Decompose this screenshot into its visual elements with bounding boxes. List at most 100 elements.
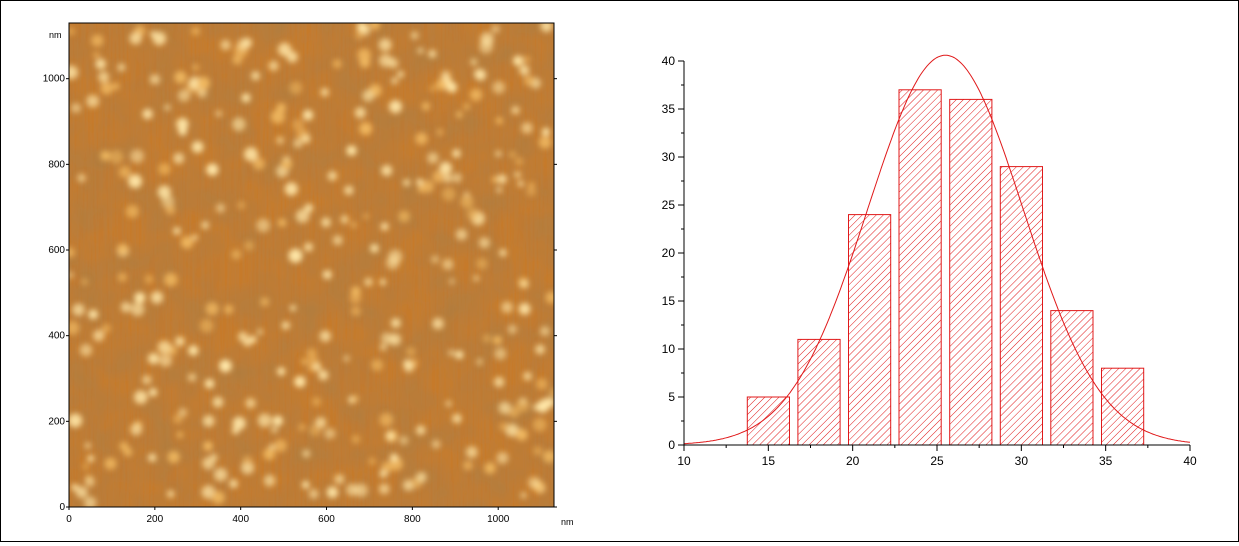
afm-particle xyxy=(130,149,145,164)
afm-particle xyxy=(499,249,507,257)
afm-particle xyxy=(292,118,305,131)
afm-particle xyxy=(539,398,552,411)
afm-particle xyxy=(543,450,554,463)
afm-particle xyxy=(379,279,386,286)
histogram-bar xyxy=(949,98,993,446)
afm-particle xyxy=(82,463,89,470)
afm-particle xyxy=(178,126,188,136)
afm-particle xyxy=(448,278,455,285)
afm-particle xyxy=(276,136,284,145)
afm-particle xyxy=(159,354,172,367)
afm-particle xyxy=(212,396,224,408)
afm-particle xyxy=(344,185,354,195)
afm-particle xyxy=(84,442,91,449)
afm-particles xyxy=(69,23,554,507)
afm-particle xyxy=(474,69,487,81)
afm-particle xyxy=(364,277,373,287)
afm-particle xyxy=(148,453,157,462)
afm-particle xyxy=(119,441,129,451)
afm-particle xyxy=(130,302,145,317)
afm-particle xyxy=(466,446,478,458)
histogram-x-tick-label: 20 xyxy=(846,454,860,468)
afm-particle xyxy=(180,236,194,249)
afm-particle xyxy=(533,446,543,456)
afm-particle xyxy=(368,457,376,465)
afm-particle xyxy=(100,82,114,95)
histogram-x-axis: 10 15 20 25 30 35 40 xyxy=(677,445,1197,468)
afm-particle xyxy=(173,414,183,424)
afm-particle xyxy=(176,431,184,438)
afm-particle xyxy=(499,422,509,432)
afm-particle xyxy=(134,390,148,405)
afm-particle xyxy=(242,37,253,48)
afm-particle xyxy=(507,324,518,334)
afm-particle xyxy=(431,255,439,264)
afm-particle xyxy=(69,247,75,258)
afm-particle xyxy=(158,163,171,175)
afm-particle xyxy=(219,359,232,373)
afm-y-unit-label: nm xyxy=(49,30,62,40)
afm-particle xyxy=(371,359,383,371)
afm-particle xyxy=(370,244,379,253)
afm-particle xyxy=(241,93,251,103)
afm-particle xyxy=(443,173,453,183)
afm-particle xyxy=(492,81,506,94)
afm-particle xyxy=(334,474,345,485)
afm-particle xyxy=(306,348,317,359)
afm-particle xyxy=(271,426,278,434)
afm-particle xyxy=(95,58,106,70)
afm-particle xyxy=(117,243,129,255)
afm-particle xyxy=(301,134,311,144)
afm-particle xyxy=(312,362,322,372)
afm-particle xyxy=(391,77,399,85)
afm-particle xyxy=(130,423,143,436)
afm-particle xyxy=(69,271,74,279)
afm-particle xyxy=(100,150,111,161)
afm-particle xyxy=(343,355,350,362)
afm-particle xyxy=(495,150,502,157)
afm-particle xyxy=(512,55,524,66)
afm-particle xyxy=(178,407,188,418)
afm-particle xyxy=(523,75,535,86)
afm-particle xyxy=(295,209,310,223)
afm-particle xyxy=(229,479,239,489)
afm-particle xyxy=(75,486,88,499)
afm-particle xyxy=(362,213,370,220)
histogram-y-tick-label: 10 xyxy=(662,342,676,356)
afm-particle xyxy=(427,152,439,164)
afm-particle xyxy=(378,483,390,495)
afm-particle xyxy=(244,240,255,251)
histogram-x-tick-label: 25 xyxy=(930,454,944,468)
afm-particle xyxy=(493,335,502,345)
afm-particle xyxy=(304,242,313,252)
afm-particle xyxy=(150,291,164,304)
afm-particle xyxy=(332,235,343,246)
afm-particle xyxy=(147,353,160,365)
afm-particle xyxy=(519,397,527,405)
afm-particle xyxy=(440,70,451,81)
afm-particle xyxy=(432,170,445,183)
afm-particle xyxy=(421,102,431,111)
afm-particle xyxy=(520,280,529,289)
afm-particle xyxy=(202,415,215,427)
afm-particle xyxy=(301,481,310,489)
histogram-bar xyxy=(848,214,892,446)
afm-particle xyxy=(403,179,411,187)
afm-particle xyxy=(81,278,89,286)
afm-particle xyxy=(322,270,332,280)
histogram-y-tick-label: 20 xyxy=(662,246,676,260)
afm-particle xyxy=(332,59,342,69)
afm-particle xyxy=(128,174,142,189)
afm-particle xyxy=(357,48,371,62)
afm-particle xyxy=(442,187,456,201)
afm-particle xyxy=(203,441,213,451)
afm-particle xyxy=(241,461,255,475)
afm-particle xyxy=(448,349,455,357)
histogram-bar xyxy=(1101,367,1145,446)
afm-particle xyxy=(351,435,361,444)
afm-particle xyxy=(197,76,210,90)
afm-particle xyxy=(260,297,270,307)
afm-particle xyxy=(69,321,80,335)
afm-particle xyxy=(497,174,507,184)
afm-particle xyxy=(142,375,152,385)
